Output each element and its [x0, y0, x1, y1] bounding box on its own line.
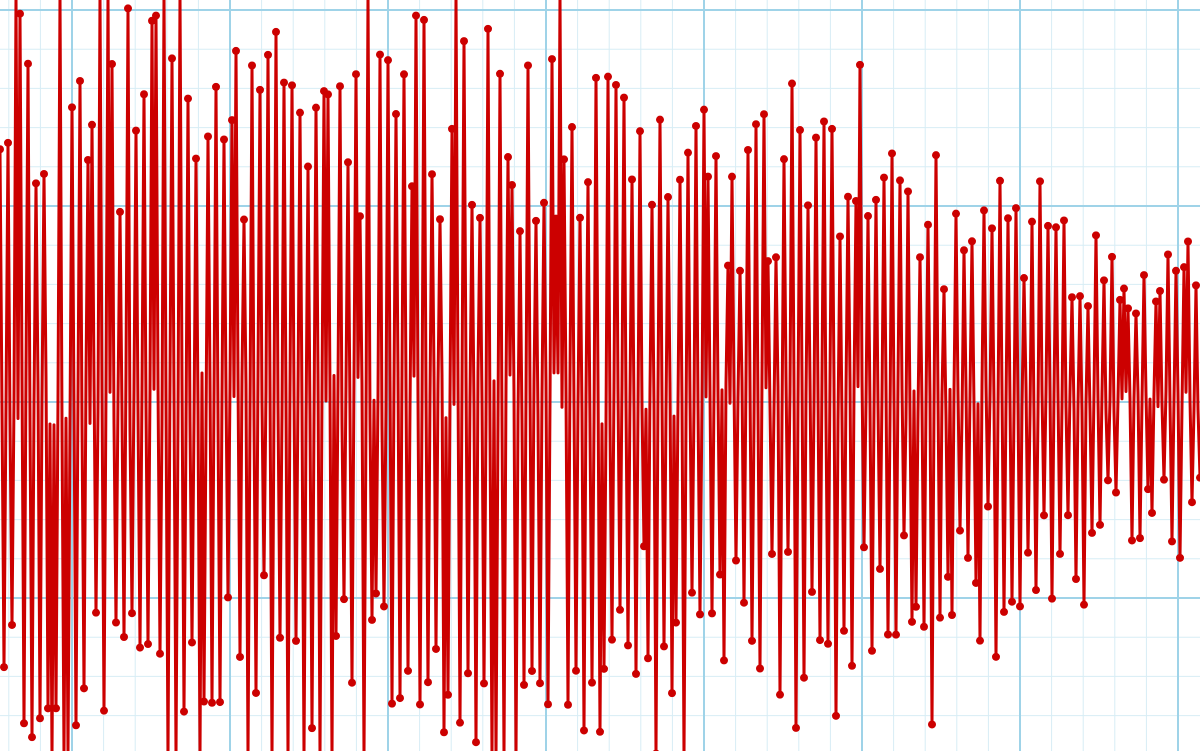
seismograph-chart	[0, 0, 1200, 751]
